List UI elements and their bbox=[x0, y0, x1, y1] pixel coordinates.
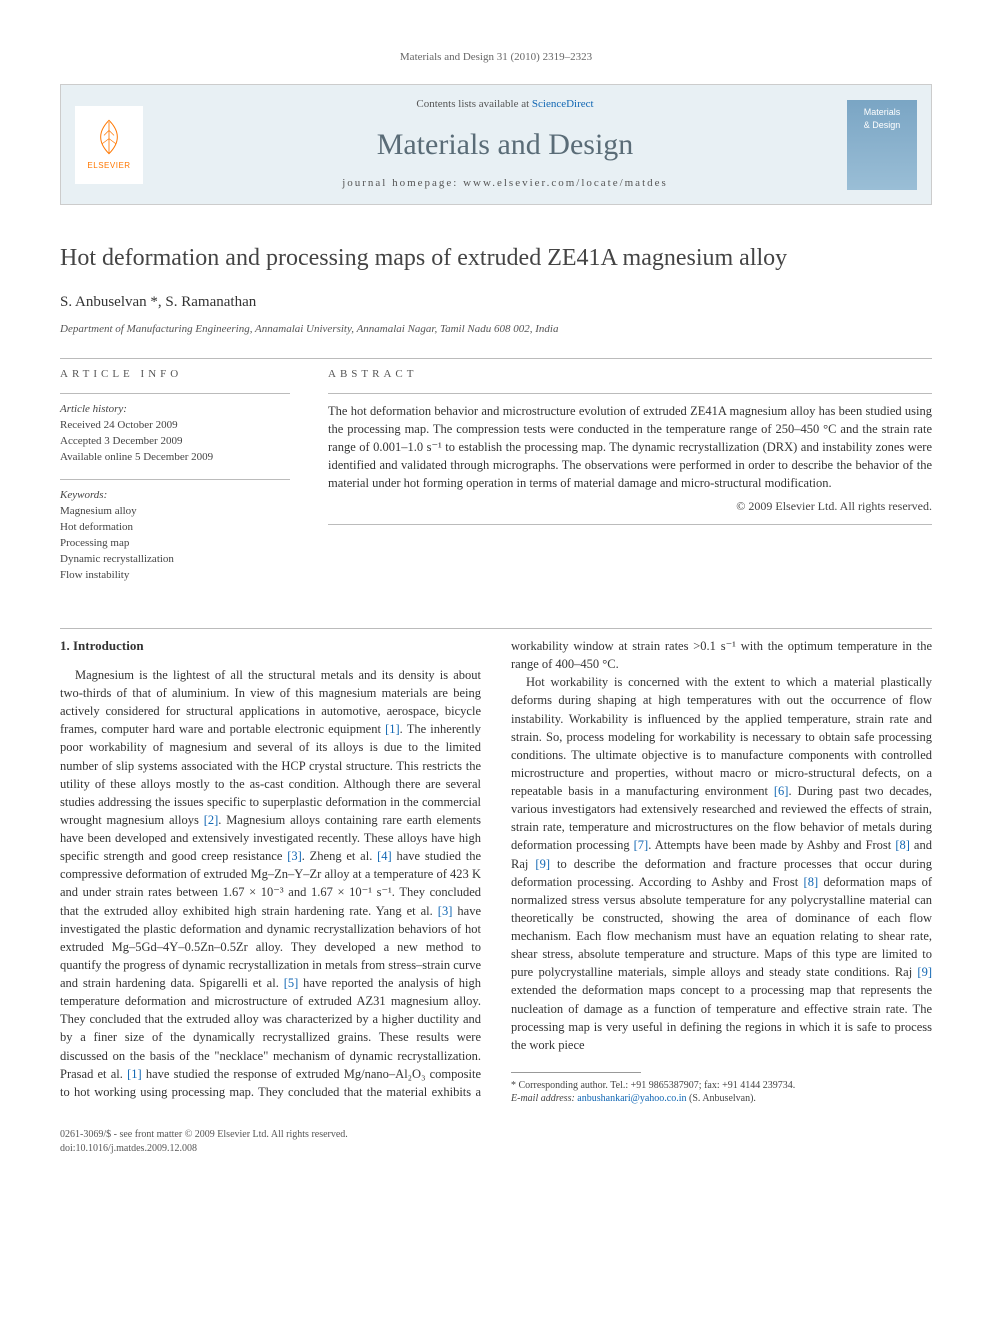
keywords-label: Keywords: bbox=[60, 488, 290, 504]
divider bbox=[60, 358, 932, 359]
article-title: Hot deformation and processing maps of e… bbox=[60, 241, 932, 276]
citation[interactable]: [8] bbox=[895, 838, 910, 852]
affiliation: Department of Manufacturing Engineering,… bbox=[60, 322, 932, 338]
body-text: 1. Introduction Magnesium is the lightes… bbox=[60, 637, 932, 1106]
citation[interactable]: [2] bbox=[204, 813, 219, 827]
sciencedirect-link[interactable]: ScienceDirect bbox=[532, 98, 594, 110]
citation[interactable]: [7] bbox=[634, 838, 649, 852]
citation[interactable]: [1] bbox=[385, 722, 400, 736]
footnote-line: * Corresponding author. Tel.: +91 986538… bbox=[511, 1079, 932, 1093]
running-header: Materials and Design 31 (2010) 2319–2323 bbox=[60, 50, 932, 66]
article-info-heading: ARTICLE INFO bbox=[60, 367, 290, 383]
masthead: ELSEVIER Contents lists available at Sci… bbox=[60, 84, 932, 205]
article-info: ARTICLE INFO Article history: Received 2… bbox=[60, 367, 290, 598]
corresponding-author-footnote: * Corresponding author. Tel.: +91 986538… bbox=[511, 1079, 932, 1106]
citation[interactable]: [4] bbox=[377, 849, 392, 863]
footer-line: 0261-3069/$ - see front matter © 2009 El… bbox=[60, 1128, 932, 1143]
divider bbox=[60, 393, 290, 394]
publisher-name: ELSEVIER bbox=[87, 160, 130, 172]
footnote-email-line: E-mail address: anbushankari@yahoo.co.in… bbox=[511, 1092, 932, 1106]
keyword: Hot deformation bbox=[60, 520, 290, 536]
keyword: Processing map bbox=[60, 536, 290, 552]
section-heading: 1. Introduction bbox=[60, 637, 481, 656]
email-tail: (S. Anbuselvan). bbox=[686, 1093, 755, 1104]
abstract: ABSTRACT The hot deformation behavior an… bbox=[328, 367, 932, 598]
email-link[interactable]: anbushankari@yahoo.co.in bbox=[577, 1093, 686, 1104]
text-run: have reported the analysis of high tempe… bbox=[60, 976, 481, 1081]
journal-cover-thumb: Materials & Design bbox=[847, 100, 917, 190]
keyword: Magnesium alloy bbox=[60, 504, 290, 520]
keywords-block: Keywords: Magnesium alloy Hot deformatio… bbox=[60, 488, 290, 584]
divider bbox=[60, 628, 932, 629]
abstract-copyright: © 2009 Elsevier Ltd. All rights reserved… bbox=[328, 498, 932, 515]
keyword: Flow instability bbox=[60, 568, 290, 584]
info-abstract-row: ARTICLE INFO Article history: Received 2… bbox=[60, 367, 932, 598]
history-line: Received 24 October 2009 bbox=[60, 418, 290, 434]
contents-line: Contents lists available at ScienceDirec… bbox=[163, 97, 847, 113]
article-history: Article history: Received 24 October 200… bbox=[60, 402, 290, 466]
journal-name: Materials and Design bbox=[163, 123, 847, 167]
page-footer: 0261-3069/$ - see front matter © 2009 El… bbox=[60, 1128, 932, 1157]
body-paragraph: Hot workability is concerned with the ex… bbox=[511, 673, 932, 1054]
email-label: E-mail address: bbox=[511, 1093, 577, 1104]
citation[interactable]: [5] bbox=[284, 976, 299, 990]
elsevier-tree-icon bbox=[92, 117, 126, 157]
citation[interactable]: [3] bbox=[438, 904, 453, 918]
history-label: Article history: bbox=[60, 402, 290, 418]
footer-line: doi:10.1016/j.matdes.2009.12.008 bbox=[60, 1142, 932, 1157]
author-line: S. Anbuselvan *, S. Ramanathan bbox=[60, 292, 932, 314]
citation[interactable]: [1] bbox=[127, 1067, 142, 1081]
citation[interactable]: [9] bbox=[917, 965, 932, 979]
divider bbox=[60, 479, 290, 480]
text-run: Hot workability is concerned with the ex… bbox=[511, 675, 932, 798]
publisher-logo-box: ELSEVIER bbox=[75, 106, 143, 184]
divider bbox=[328, 524, 932, 525]
text-run: . Attempts have been made by Ashby and F… bbox=[648, 838, 895, 852]
keyword: Dynamic recrystallization bbox=[60, 552, 290, 568]
contents-prefix: Contents lists available at bbox=[416, 98, 531, 110]
citation[interactable]: [6] bbox=[774, 784, 789, 798]
citation[interactable]: [3] bbox=[287, 849, 302, 863]
journal-homepage: journal homepage: www.elsevier.com/locat… bbox=[163, 176, 847, 192]
text-run: . The inherently poor workability of mag… bbox=[60, 722, 481, 827]
abstract-heading: ABSTRACT bbox=[328, 367, 932, 383]
citation[interactable]: [9] bbox=[535, 857, 550, 871]
history-line: Accepted 3 December 2009 bbox=[60, 434, 290, 450]
text-run: deformation maps of normalized stress ve… bbox=[511, 875, 932, 980]
cover-line1: Materials bbox=[864, 106, 901, 119]
text-run: extended the deformation maps concept to… bbox=[511, 983, 932, 1051]
masthead-center: Contents lists available at ScienceDirec… bbox=[163, 97, 847, 192]
divider bbox=[328, 393, 932, 394]
history-line: Available online 5 December 2009 bbox=[60, 450, 290, 466]
footnote-separator bbox=[511, 1072, 641, 1073]
citation[interactable]: [8] bbox=[804, 875, 819, 889]
abstract-text: The hot deformation behavior and microst… bbox=[328, 402, 932, 493]
cover-line2: & Design bbox=[864, 119, 901, 132]
text-run: . Zheng et al. bbox=[302, 849, 377, 863]
page-container: Materials and Design 31 (2010) 2319–2323… bbox=[0, 0, 992, 1207]
